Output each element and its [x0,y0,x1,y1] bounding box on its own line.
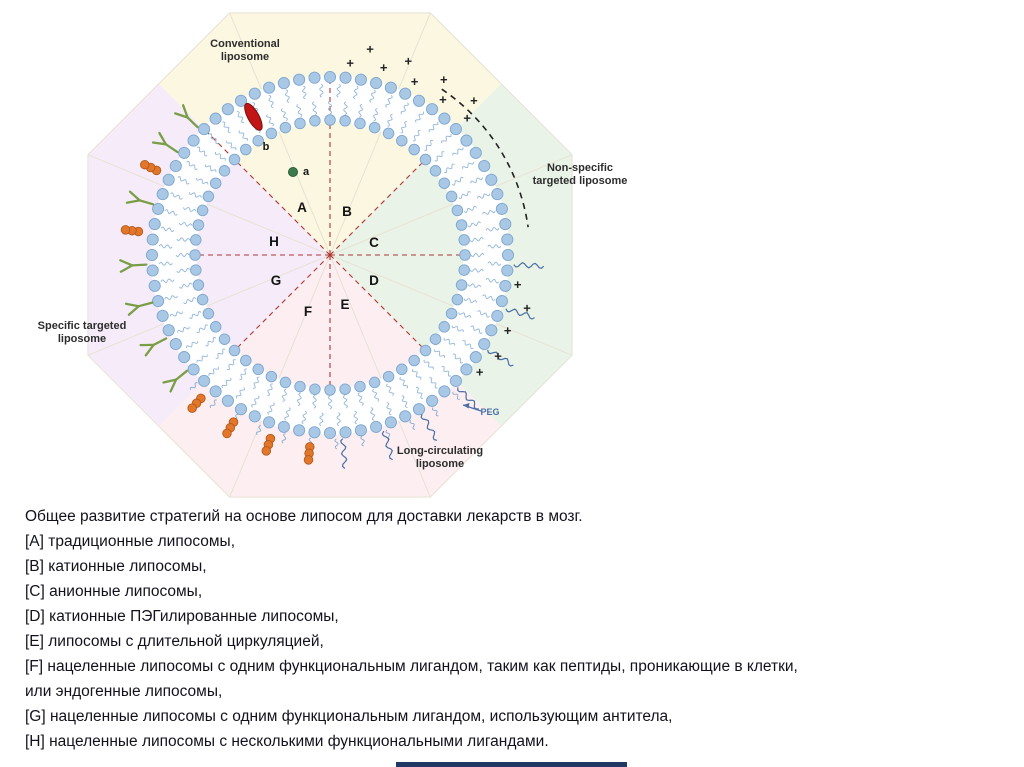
label-line: Conventional [210,38,280,50]
bottom-bar [396,762,627,767]
label-line: liposome [57,333,107,345]
svg-text:+: + [463,110,471,125]
inner-bead-ring [189,114,471,396]
annotation-b: b [263,141,270,153]
outer-bead-ring [145,70,515,440]
svg-text:+: + [476,365,484,380]
sector-letter-B: B [342,204,352,219]
caption-title: Общее развитие стратегий на основе липос… [25,508,583,525]
svg-text:+: + [346,56,354,71]
svg-text:+: + [470,93,478,108]
peg-arrowhead [463,403,470,409]
caption-line-h: [H] нацеленные липосомы с несколькими фу… [25,733,549,750]
label-line: Long-circulating [396,445,484,457]
svg-text:+: + [504,323,512,338]
caption-line-c: [C] анионные липосомы, [25,583,203,600]
svg-text:+: + [523,300,531,315]
label-line: liposome [220,51,270,63]
caption-line-d: [D] катионные ПЭГилированные липосомы, [25,608,339,625]
svg-text:+: + [514,277,522,292]
annotation-a: a [303,166,310,178]
caption-line-g: [G] нацеленные липосомы с одним функцион… [25,708,673,725]
anionic-dashed-arc [441,88,529,228]
caption-line-f: [F] нацеленные липосомы с одним функцион… [25,658,798,675]
sector-letter-G: G [271,273,282,288]
sector-letter-H: H [269,234,279,249]
sector-letter-E: E [340,297,349,312]
peptide-icons [120,159,315,465]
annotation-peg: PEG [480,407,499,417]
octagon-frame [87,12,573,498]
label-long-circulating-liposome: Long-circulating liposome [375,445,505,471]
outer-surface-squiggles [189,382,460,450]
plus-charge-icons: + +++++++++++++ [346,41,531,379]
peg-chain-icons [340,261,545,469]
sector-letter-F: F [304,304,312,319]
label-specific-targeted-liposome: Specific targeted liposome [14,320,150,346]
svg-text:+: + [411,74,419,89]
caption-line-b: [B] катионные липосомы, [25,558,207,575]
drug-oval-icon [244,102,263,131]
svg-text:+: + [494,348,502,363]
antibody-icons [119,104,199,393]
cargo-dot-icon [288,167,298,177]
sector-letters: A B C D E F G H [269,200,379,319]
figure-caption: Общее развитие стратегий на основе липос… [25,504,1000,754]
caption-line-a: [A] традиционные липосомы, [25,533,236,550]
svg-text:+: + [380,60,388,75]
svg-text:+: + [440,72,448,87]
label-non-specific-targeted-liposome: Non-specific targeted liposome [513,162,647,188]
sector-letter-C: C [369,235,379,250]
label-line: targeted liposome [532,175,628,187]
label-conventional-liposome: Conventional liposome [183,38,307,64]
caption-line-f-cont: или эндогенные липосомы, [25,683,223,700]
caption-line-e: [E] липосомы с длительной циркуляцией, [25,633,324,650]
label-line: Non-specific [546,162,613,174]
svg-text:+: + [405,54,413,69]
sector-letter-D: D [369,273,379,288]
membrane-tails [158,83,502,427]
label-line: liposome [415,458,465,470]
svg-text:+: + [366,41,374,56]
label-line: Specific targeted [37,320,127,332]
sector-letter-A: A [297,200,307,215]
annotation-labels: b a PEG [263,141,500,417]
svg-text:+: + [439,92,447,107]
